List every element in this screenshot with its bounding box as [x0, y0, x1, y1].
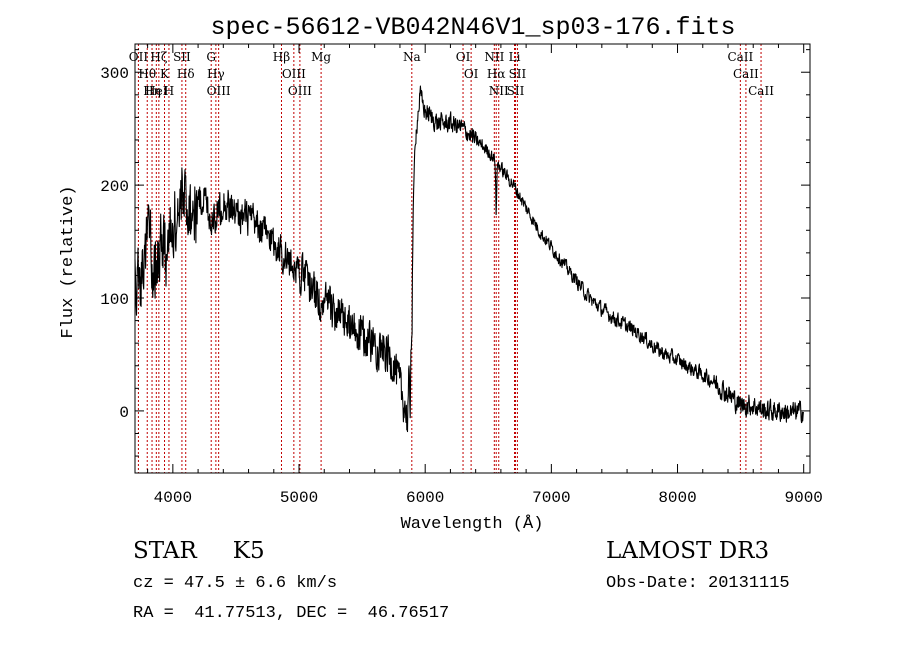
- spectral-line-label: CaII: [727, 50, 753, 64]
- y-tick-label: 300: [100, 65, 129, 83]
- x-tick-label: 7000: [532, 489, 570, 507]
- spectral-line-label: G: [206, 50, 216, 64]
- spectral-line-label: CaII: [733, 67, 759, 81]
- y-tick-label: 200: [100, 178, 129, 196]
- x-tick-label: 5000: [280, 489, 318, 507]
- x-tick-label: 6000: [406, 489, 444, 507]
- spectral-line-label: Hα: [487, 67, 506, 81]
- chart-title: spec-56612-VB042N46V1_sp03-176.fits: [210, 13, 735, 42]
- spectral-line-label: OIII: [282, 67, 306, 81]
- plot-frame: [134, 43, 811, 474]
- x-tick-label: 4000: [154, 489, 192, 507]
- y-tick-label: 0: [119, 404, 129, 422]
- spectral-line-label: Hθ: [138, 67, 156, 81]
- spectral-line-label: Hζ: [150, 50, 167, 64]
- spectral-line-label: NII: [489, 84, 509, 98]
- spectral-line-label: Hδ: [177, 67, 195, 81]
- x-tick-label: 9000: [784, 489, 822, 507]
- spectral-line-label: Hη: [143, 84, 161, 98]
- spectral-line-label: K: [160, 67, 170, 81]
- spectral-line-label: SII: [173, 50, 191, 64]
- obs-date-label: Obs-Date: 20131115: [606, 574, 790, 593]
- y-tick-label: 100: [100, 291, 129, 309]
- y-axis: 0 100 200 300: [100, 49, 810, 457]
- spectral-line-label: CaII: [748, 84, 774, 98]
- spectral-line-label: OII: [129, 50, 149, 64]
- y-axis-label: Flux (relative): [59, 185, 78, 338]
- spectrum-line: [134, 85, 804, 433]
- spectral-line-label: HeI: [145, 84, 168, 98]
- x-tick-label: 8000: [658, 489, 696, 507]
- spectral-line-markers: [137, 44, 762, 473]
- class-label: STAR: [133, 538, 197, 564]
- spectral-line-label: OIII: [207, 84, 231, 98]
- spectral-line-label: SII: [507, 84, 525, 98]
- spectral-line-label: OI: [456, 50, 471, 64]
- spectral-line-label: OI: [464, 67, 479, 81]
- survey-label: LAMOST DR3: [606, 538, 770, 564]
- x-axis: 4000 5000 6000 7000 8000 9000: [147, 44, 823, 507]
- subclass-label: K5: [232, 538, 265, 564]
- spectral-line-label: Hγ: [207, 67, 225, 81]
- spectral-line-label: H: [164, 84, 174, 98]
- spectral-line-label: Li: [509, 50, 521, 64]
- spectral-line-label: Na: [403, 50, 421, 64]
- x-axis-label: Wavelength (Å): [401, 515, 544, 534]
- redshift-label: cz = 47.5 ± 6.6 km/s: [133, 574, 338, 593]
- spectral-line-label: NII: [484, 50, 504, 64]
- spectral-line-label: OIII: [288, 84, 312, 98]
- spectral-line-label: Hβ: [273, 50, 290, 64]
- spectral-line-label: Mg: [311, 50, 331, 64]
- spectral-class: STAR K5: [133, 538, 265, 564]
- coordinates-label: RA = 41.77513, DEC = 46.76517: [133, 604, 450, 623]
- spectral-line-label: SII: [509, 67, 527, 81]
